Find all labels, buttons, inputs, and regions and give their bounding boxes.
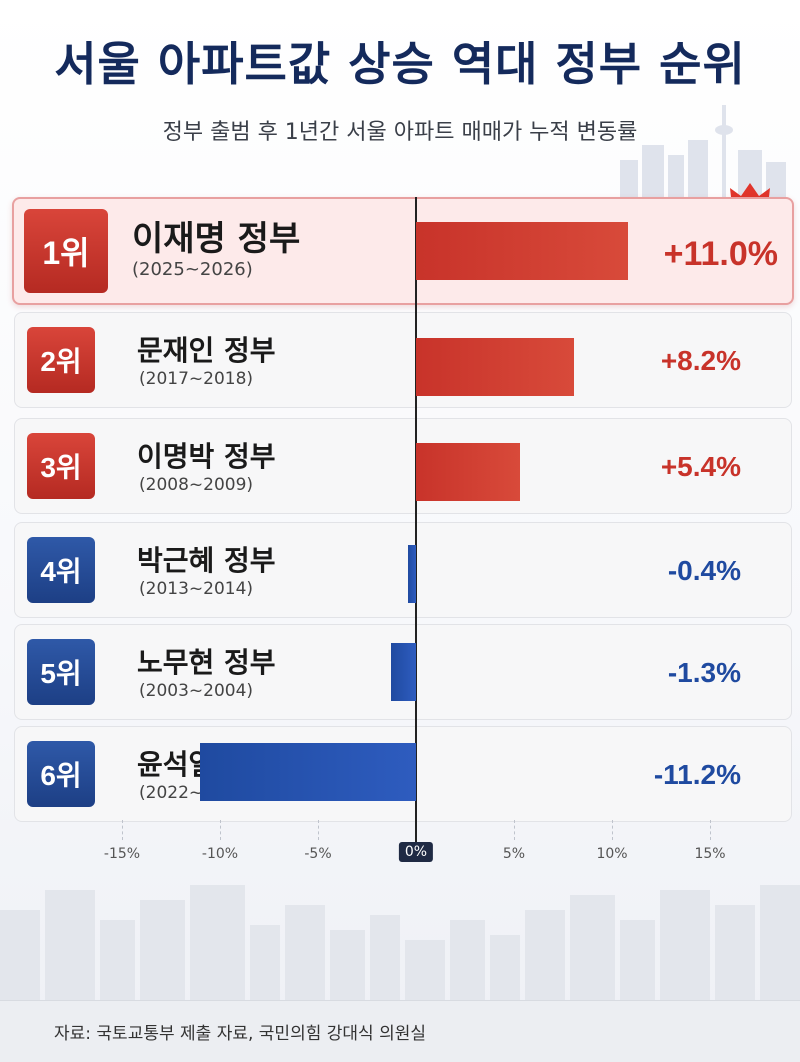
government-years: (2025~2026) [132, 259, 253, 280]
gridline [514, 820, 515, 840]
zero-axis-line [415, 197, 417, 857]
rank-badge: 4위 [27, 537, 95, 603]
data-label: -1.3% [667, 657, 741, 688]
x-tick-label: -5% [304, 846, 332, 862]
bar [416, 222, 629, 280]
government-years: (2017~2018) [139, 369, 254, 389]
government-name: 문재인 정부 [137, 334, 276, 367]
x-tick-label: 15% [694, 846, 726, 862]
bar [199, 743, 416, 801]
city-skyline-illustration [0, 885, 800, 1000]
bar [408, 545, 416, 603]
rank-badge: 1위 [24, 209, 108, 293]
government-years: (2013~2014) [139, 579, 254, 599]
x-tick-label: -10% [201, 846, 239, 862]
rank-badge: 2위 [27, 327, 95, 393]
government-name: 이재명 정부 [132, 219, 301, 259]
gridline [122, 820, 123, 840]
government-name: 이명박 정부 [137, 440, 276, 473]
bar [416, 338, 575, 396]
ranking-row: 4위 박근혜 정부 (2013~2014) -0.4% [14, 522, 792, 618]
ranking-row: 2위 문재인 정부 (2017~2018) +8.2% [14, 312, 792, 408]
government-years: (2008~2009) [139, 475, 254, 495]
x-tick-label: -15% [103, 846, 141, 862]
government-name: 박근혜 정부 [137, 544, 276, 577]
page-subtitle: 정부 출범 후 1년간 서울 아파트 매매가 누적 변동률 [162, 120, 638, 145]
x-tick-label: 0% [398, 842, 434, 862]
data-label: -11.2% [653, 759, 741, 790]
rank-badge: 3위 [27, 433, 95, 499]
gridline [220, 820, 221, 840]
government-years: (2003~2004) [139, 681, 254, 701]
ranking-row: 3위 이명박 정부 (2008~2009) +5.4% [14, 418, 792, 514]
data-label: -0.4% [667, 555, 741, 586]
rank-badge: 6위 [27, 741, 95, 807]
x-tick-label: 5% [502, 846, 526, 862]
page-title: 서울 아파트값 상승 역대 정부 순위 [54, 37, 746, 91]
data-label: +5.4% [660, 451, 741, 482]
bar [390, 643, 416, 701]
gridline [710, 820, 711, 840]
gridline [612, 820, 613, 840]
seoul-tower-skyline-illustration [620, 105, 786, 200]
data-label: +8.2% [660, 345, 741, 376]
bar [416, 443, 521, 501]
x-tick-label: 10% [596, 846, 628, 862]
gridline [318, 820, 319, 840]
ranking-row: 1위 이재명 정부 (2025~2026) +11.0% [12, 197, 794, 305]
source-footer: 자료: 국토교통부 제출 자료, 국민의힘 강대식 의원실 [0, 1000, 800, 1062]
rank-badge: 5위 [27, 639, 95, 705]
data-label: +11.0% [663, 235, 778, 273]
source-text: 자료: 국토교통부 제출 자료, 국민의힘 강대식 의원실 [54, 1024, 426, 1044]
government-name: 노무현 정부 [137, 646, 276, 679]
